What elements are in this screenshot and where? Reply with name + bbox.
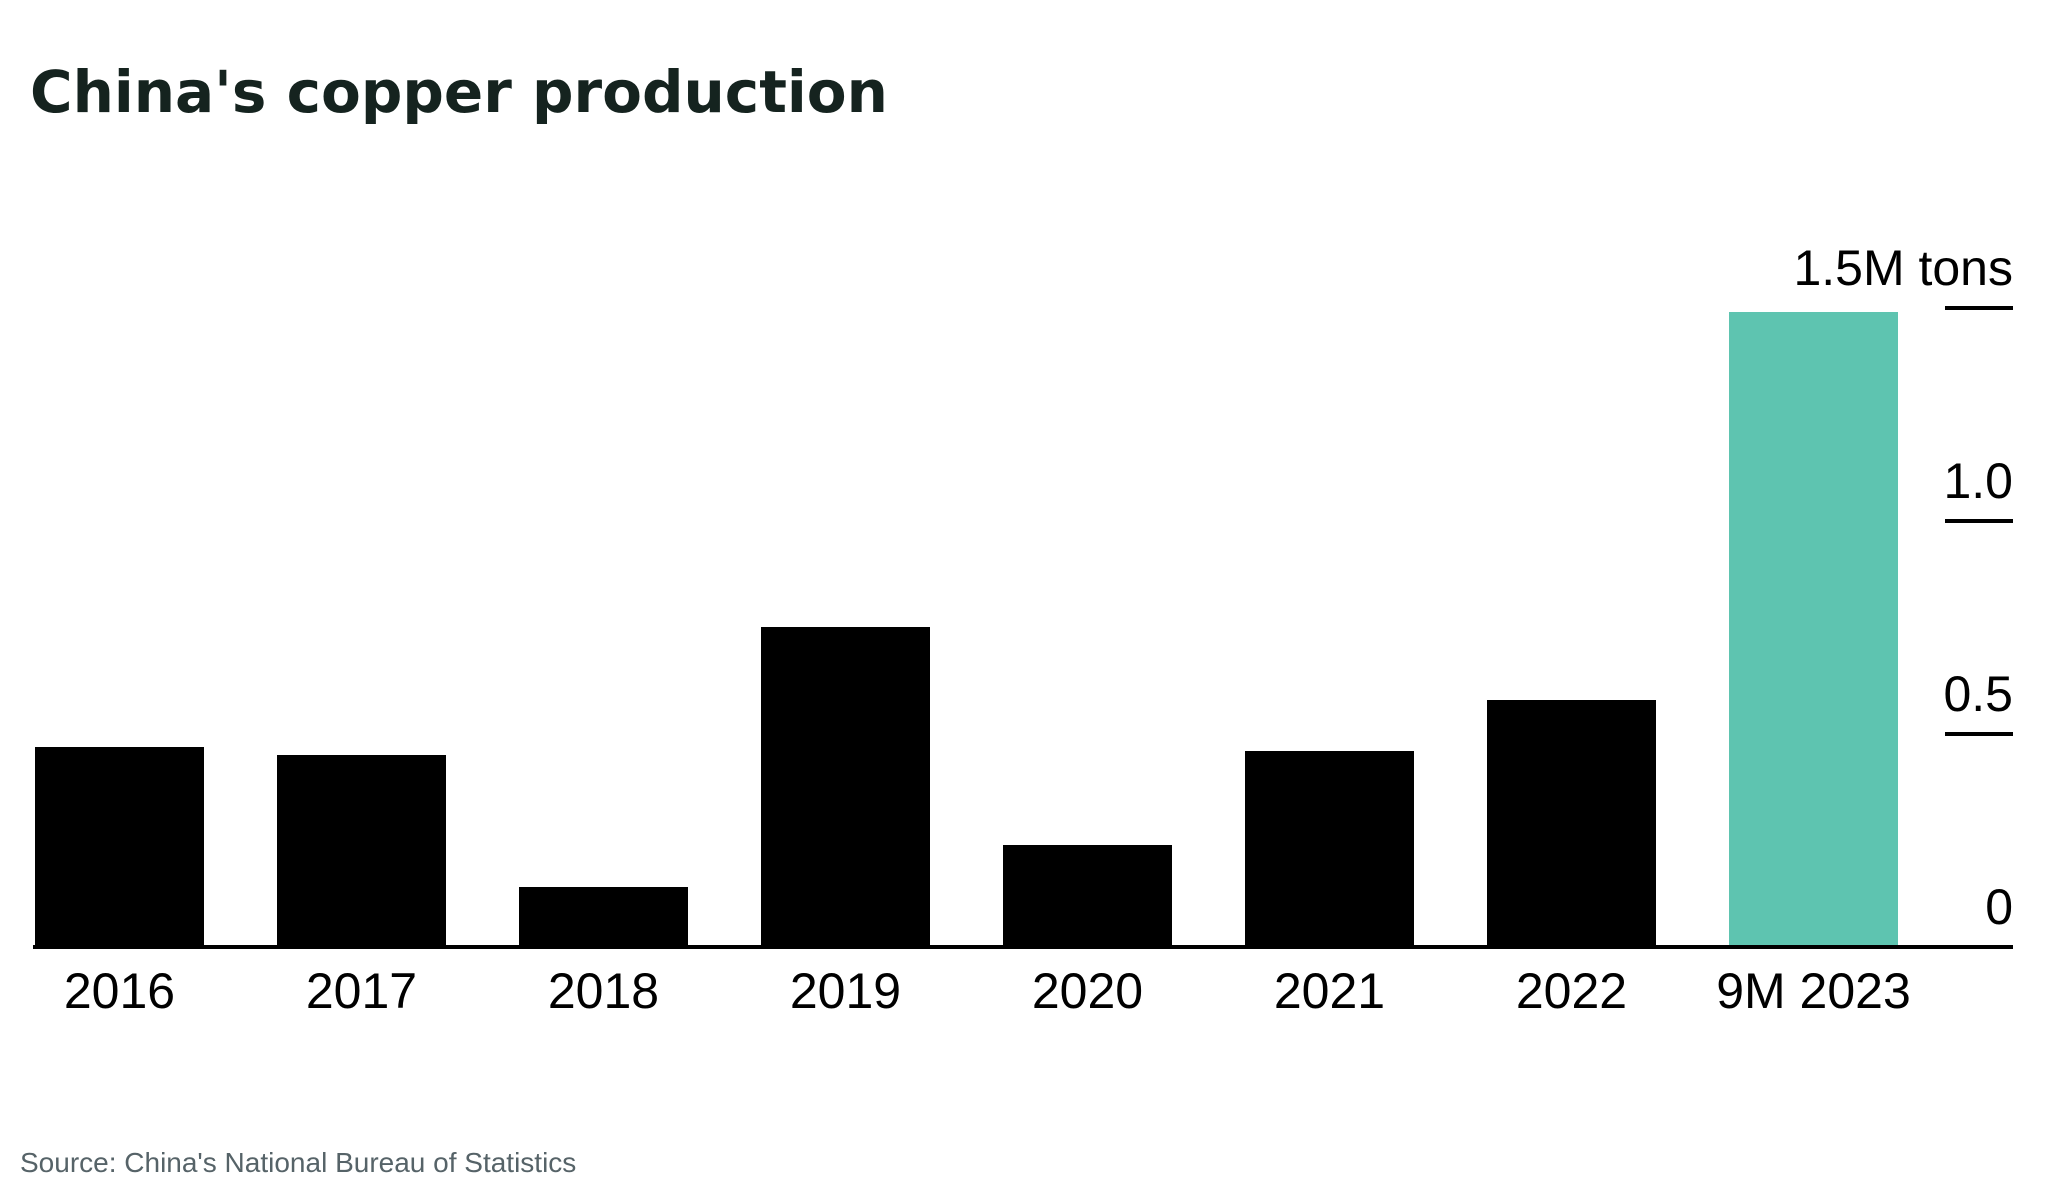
source-note: Source: China's National Bureau of Stati… bbox=[20, 1147, 577, 1178]
x-axis-line bbox=[33, 945, 2013, 949]
x-axis-label-9m-2023: 9M 2023 bbox=[1716, 963, 1911, 1019]
bar-2021 bbox=[1245, 751, 1414, 947]
bar-2022 bbox=[1487, 700, 1656, 947]
y-axis-tick-1.5 bbox=[1945, 306, 2013, 310]
x-axis-label-2018: 2018 bbox=[547, 963, 660, 1019]
bar-2018 bbox=[519, 887, 688, 947]
x-axis-label-2020: 2020 bbox=[1031, 963, 1144, 1019]
x-axis-label-2017: 2017 bbox=[305, 963, 418, 1019]
x-axis-label-2022: 2022 bbox=[1515, 963, 1628, 1019]
x-axis-label-2019: 2019 bbox=[789, 963, 902, 1019]
y-axis-label-1: 1.0 bbox=[1943, 453, 2013, 509]
bar-2020 bbox=[1003, 845, 1172, 947]
bar-2019 bbox=[761, 627, 930, 947]
x-axis-label-2021: 2021 bbox=[1273, 963, 1386, 1019]
bar-2017 bbox=[277, 755, 446, 947]
bar-9m-2023 bbox=[1729, 312, 1898, 947]
bar-2016 bbox=[35, 747, 204, 947]
y-axis-label-0.5: 0.5 bbox=[1943, 666, 2013, 722]
y-axis-label-0: 0 bbox=[1985, 879, 2013, 935]
x-axis-label-2016: 2016 bbox=[63, 963, 176, 1019]
chart-title: China's copper production bbox=[30, 58, 888, 126]
y-axis-label-1.5: 1.5M tons bbox=[1793, 240, 2013, 296]
y-axis-tick-1 bbox=[1945, 519, 2013, 523]
y-axis-tick-0.5 bbox=[1945, 732, 2013, 736]
